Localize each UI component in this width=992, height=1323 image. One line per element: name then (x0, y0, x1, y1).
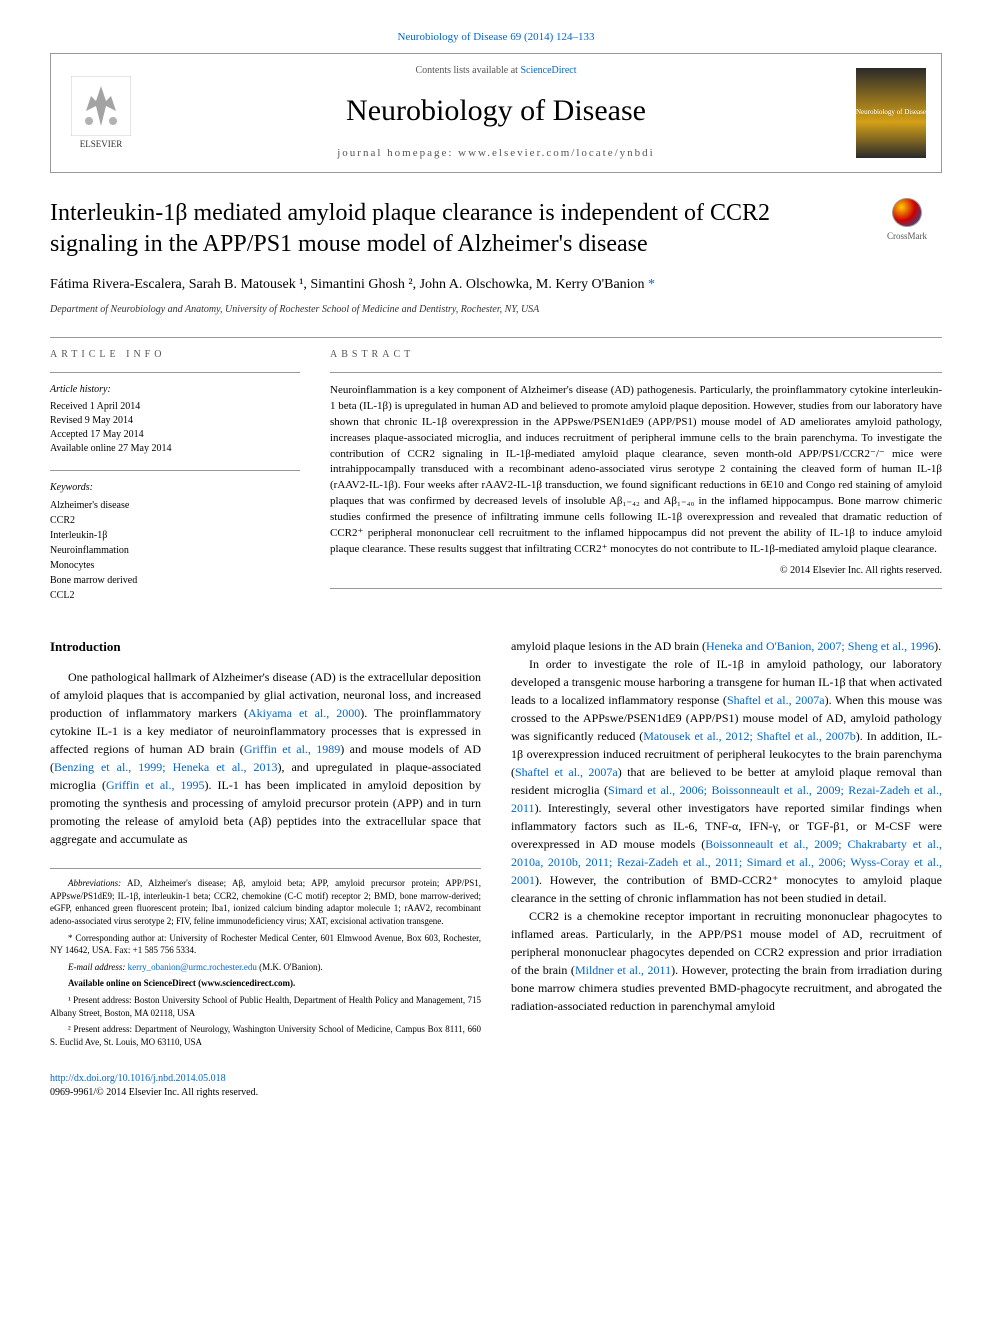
corresponding-mark[interactable]: * (648, 277, 655, 292)
journal-name: Neurobiology of Disease (136, 90, 856, 132)
citation-link[interactable]: Heneka and O'Banion, 2007; Sheng et al.,… (706, 639, 934, 653)
divider (330, 372, 942, 373)
keyword: Interleukin-1β (50, 528, 300, 543)
email-label: E-mail address: (68, 962, 128, 972)
elsevier-logo[interactable]: ELSEVIER (66, 73, 136, 153)
abstract-column: ABSTRACT Neuroinflammation is a key comp… (330, 348, 942, 617)
doi-link[interactable]: http://dx.doi.org/10.1016/j.nbd.2014.05.… (50, 1073, 226, 1084)
abstract-text: Neuroinflammation is a key component of … (330, 383, 942, 558)
citation-text: Neurobiology of Disease 69 (2014) 124–13… (397, 31, 594, 43)
keyword: Neuroinflammation (50, 543, 300, 558)
authors-list: Fátima Rivera-Escalera, Sarah B. Matouse… (50, 275, 942, 295)
homepage-url: www.elsevier.com/locate/ynbdi (458, 147, 655, 159)
journal-citation[interactable]: Neurobiology of Disease 69 (2014) 124–13… (50, 30, 942, 45)
elsevier-tree-icon (71, 76, 131, 136)
divider (50, 337, 942, 338)
keyword: CCR2 (50, 513, 300, 528)
text-run: ). (934, 639, 941, 653)
keyword: CCL2 (50, 588, 300, 603)
author-names: Fátima Rivera-Escalera, Sarah B. Matouse… (50, 277, 645, 292)
contents-prefix: Contents lists available at (415, 65, 520, 76)
divider (50, 470, 300, 471)
divider (50, 372, 300, 373)
history-header: Article history: (50, 383, 300, 397)
email-suffix: (M.K. O'Banion). (257, 962, 323, 972)
citation-link[interactable]: Akiyama et al., 2000 (248, 706, 360, 720)
intro-right-column: amyloid plaque lesions in the AD brain (… (511, 637, 942, 1053)
citation-link[interactable]: Benzing et al., 1999; Heneka et al., 201… (54, 760, 277, 774)
citation-link[interactable]: Mildner et al., 2011 (575, 963, 671, 977)
publisher-name: ELSEVIER (80, 138, 123, 151)
text-run: amyloid plaque lesions in the AD brain ( (511, 639, 706, 653)
article-info-column: ARTICLE INFO Article history: Received 1… (50, 348, 300, 617)
intro-paragraph: amyloid plaque lesions in the AD brain (… (511, 637, 942, 655)
keyword: Monocytes (50, 558, 300, 573)
keyword: Bone marrow derived (50, 573, 300, 588)
corresponding-author: * Corresponding author at: University of… (50, 932, 481, 957)
email-line: E-mail address: kerry_obanion@urmc.roche… (50, 961, 481, 974)
info-abstract-row: ARTICLE INFO Article history: Received 1… (50, 348, 942, 617)
cover-text: Neurobiology of Disease (856, 108, 926, 118)
availability-text: Available online on ScienceDirect (www.s… (68, 978, 295, 988)
citation-link[interactable]: Matousek et al., 2012; Shaftel et al., 2… (643, 729, 855, 743)
crossmark-label: CrossMark (887, 230, 927, 243)
keywords-block: Keywords: Alzheimer's disease CCR2 Inter… (50, 481, 300, 603)
intro-paragraph: CCR2 is a chemokine receptor important i… (511, 907, 942, 1015)
abstract-copyright: © 2014 Elsevier Inc. All rights reserved… (330, 564, 942, 578)
crossmark-icon (892, 198, 922, 227)
citation-link[interactable]: Shaftel et al., 2007a (515, 765, 618, 779)
doi-block: http://dx.doi.org/10.1016/j.nbd.2014.05.… (50, 1072, 942, 1100)
history-received: Received 1 April 2014 (50, 400, 300, 414)
citation-link[interactable]: Griffin et al., 1989 (244, 742, 340, 756)
abbrev-label: Abbreviations: (68, 878, 121, 888)
divider (330, 588, 942, 589)
journal-homepage[interactable]: journal homepage: www.elsevier.com/locat… (136, 146, 856, 161)
sciencedirect-link[interactable]: ScienceDirect (520, 65, 576, 76)
email-link[interactable]: kerry_obanion@urmc.rochester.edu (128, 962, 257, 972)
article-history: Article history: Received 1 April 2014 R… (50, 383, 300, 456)
history-revised: Revised 9 May 2014 (50, 414, 300, 428)
journal-cover-thumbnail[interactable]: Neurobiology of Disease (856, 68, 926, 158)
affiliation: Department of Neurobiology and Anatomy, … (50, 303, 942, 317)
issn-copyright: 0969-9961/© 2014 Elsevier Inc. All right… (50, 1086, 942, 1100)
abstract-label: ABSTRACT (330, 348, 942, 362)
intro-left-column: Introduction One pathological hallmark o… (50, 637, 481, 1053)
abbreviations: Abbreviations: AD, Alzheimer's disease; … (50, 877, 481, 927)
journal-header: ELSEVIER Contents lists available at Sci… (50, 53, 942, 172)
intro-heading: Introduction (50, 637, 481, 657)
citation-link[interactable]: Shaftel et al., 2007a (727, 693, 825, 707)
homepage-label: journal homepage: (337, 147, 458, 159)
history-accepted: Accepted 17 May 2014 (50, 428, 300, 442)
article-title: Interleukin-1β mediated amyloid plaque c… (50, 198, 852, 260)
present-address-2: ² Present address: Department of Neurolo… (50, 1023, 481, 1048)
history-online: Available online 27 May 2014 (50, 442, 300, 456)
intro-paragraph: One pathological hallmark of Alzheimer's… (50, 668, 481, 848)
present-address-1: ¹ Present address: Boston University Sch… (50, 994, 481, 1019)
keywords-header: Keywords: (50, 481, 300, 495)
article-info-label: ARTICLE INFO (50, 348, 300, 362)
keyword: Alzheimer's disease (50, 498, 300, 513)
intro-paragraph: In order to investigate the role of IL-1… (511, 655, 942, 907)
citation-link[interactable]: Griffin et al., 1995 (106, 778, 205, 792)
availability: Available online on ScienceDirect (www.s… (50, 977, 481, 990)
contents-available: Contents lists available at ScienceDirec… (136, 64, 856, 78)
crossmark-badge[interactable]: CrossMark (872, 198, 942, 243)
header-center: Contents lists available at ScienceDirec… (136, 64, 856, 161)
introduction-section: Introduction One pathological hallmark o… (50, 637, 942, 1053)
text-run: ). However, the contribution of BMD-CCR2… (511, 873, 942, 905)
footnotes: Abbreviations: AD, Alzheimer's disease; … (50, 868, 481, 1048)
